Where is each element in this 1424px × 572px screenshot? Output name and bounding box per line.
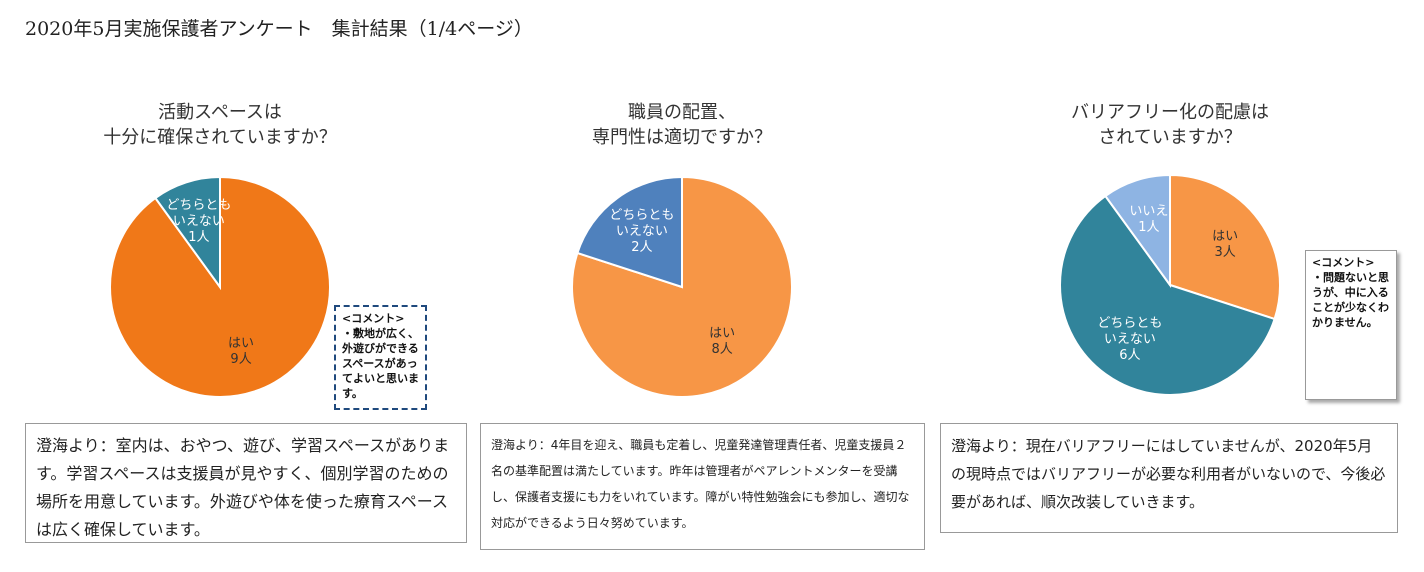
slice-label: どちらとも いえない 6人 [1075,316,1185,364]
chart-title-line: 十分に確保されていますか？ [103,127,337,148]
comment-heading: <コメント> [342,312,405,325]
pie-slice [1103,173,1171,289]
slice-value-label: 3人 [1214,244,1236,260]
pie-slice [153,175,221,291]
slice-value-label: 1人 [1138,220,1160,236]
note-box: 澄海より：室内は、おやつ、遊び、学習スペースがあります。学習スペースは支援員が見… [25,423,467,543]
chart-title-line: 職員の配置、 [628,102,736,123]
slice-category: はい [1212,228,1239,244]
slice-label: はい 8人 [667,326,777,358]
slice-category: どちらとも いえない [166,198,232,230]
chart-title: 活動スペースは十分に確保されていますか？ [50,100,390,150]
slice-category: はい [709,326,736,342]
slice-label: どちらとも いえない 2人 [587,208,697,256]
slice-category: いいえ [1129,204,1169,220]
slice-value-label: 8人 [711,342,733,358]
chart-title-line: されていますか？ [1098,127,1242,148]
slice-label: どちらとも いえない 1人 [144,198,254,246]
comment-box: <コメント> ・問題ないと思うが、中に入ることが少なくわかりません。 [1305,250,1397,400]
chart-title: バリアフリー化の配慮は されていますか？ [1000,100,1340,150]
slice-value-label: 9人 [230,351,252,367]
chart-title-line: 活動スペースは [158,102,282,123]
slice-value-label: 6人 [1119,348,1141,364]
slice-value-label: 1人 [188,230,210,246]
comment-text: ・敷地が広く、外遊びができるスペースがあってよいと思います。 [342,327,419,400]
slice-label: はい 3人 [1170,229,1280,261]
slice-label: いいえ 1人 [1094,204,1204,236]
slice-category: どちらとも いえない [609,207,675,239]
chart-title-line: 専門性は適切ですか？ [592,127,772,148]
pie-slice [1059,194,1276,396]
page-title: 2020年5月実施保護者アンケート 集計結果（1/4ページ） [25,18,533,40]
note-box: 澄海より：現在バリアフリーにはしていませんが、2020年5月の現時点ではバリアフ… [940,423,1398,533]
comment-heading: <コメント> [1312,256,1375,269]
pie-slice [1169,173,1282,321]
chart-title-line: バリアフリー化の配慮は [1071,102,1269,123]
slice-category: はい [228,335,255,351]
comment-box: <コメント> ・敷地が広く、外遊びができるスペースがあってよいと思います。 [334,305,427,410]
slice-category: どちらとも いえない [1097,316,1163,348]
comment-text: ・問題ないと思うが、中に入ることが少なくわかりません。 [1312,271,1389,329]
chart-title: 職員の配置、専門性は適切ですか？ [512,100,852,150]
note-box: 澄海より：4年目を迎え、職員も定着し、児童発達管理責任者、児童支援員２名の基準配… [480,423,925,550]
slice-value-label: 2人 [631,239,653,255]
pie-slice [576,175,683,289]
slice-label: はい 9人 [186,336,296,368]
